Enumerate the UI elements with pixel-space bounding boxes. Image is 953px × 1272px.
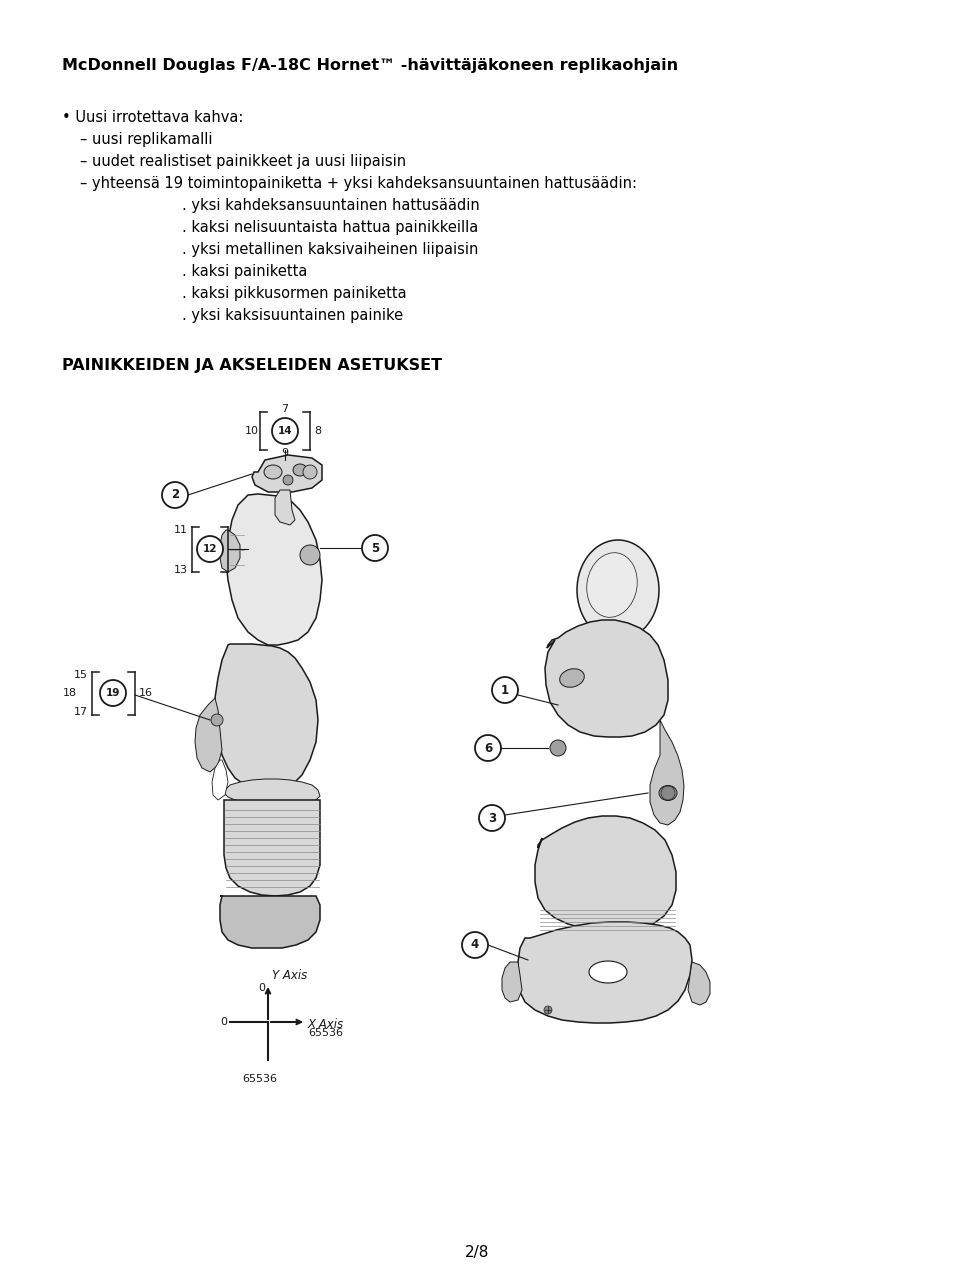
Text: . kaksi painiketta: . kaksi painiketta: [182, 265, 307, 279]
Text: 14: 14: [277, 426, 292, 436]
Text: 0: 0: [257, 983, 265, 993]
Circle shape: [543, 1006, 552, 1014]
Circle shape: [272, 418, 297, 444]
Text: 7: 7: [281, 404, 288, 413]
Text: . kaksi pikkusormen painiketta: . kaksi pikkusormen painiketta: [182, 286, 406, 301]
Polygon shape: [212, 759, 228, 800]
Ellipse shape: [586, 553, 637, 617]
Polygon shape: [224, 778, 319, 806]
Ellipse shape: [264, 466, 282, 480]
Polygon shape: [252, 455, 322, 492]
Circle shape: [299, 544, 319, 565]
Text: 0: 0: [220, 1018, 227, 1027]
Polygon shape: [544, 619, 667, 736]
Ellipse shape: [659, 786, 677, 800]
Text: 65536: 65536: [242, 1074, 277, 1084]
Circle shape: [303, 466, 316, 480]
Circle shape: [211, 714, 223, 726]
Text: . yksi kaksisuuntainen painike: . yksi kaksisuuntainen painike: [182, 308, 403, 323]
Polygon shape: [274, 490, 294, 525]
Text: 13: 13: [173, 565, 188, 575]
Polygon shape: [224, 800, 319, 895]
Ellipse shape: [588, 962, 626, 983]
Circle shape: [550, 740, 565, 756]
Text: . yksi metallinen kaksivaiheinen liipaisin: . yksi metallinen kaksivaiheinen liipais…: [182, 242, 477, 257]
Text: 5: 5: [371, 542, 378, 555]
Text: 8: 8: [314, 426, 321, 436]
Text: 2: 2: [171, 488, 179, 501]
Text: 65536: 65536: [308, 1028, 343, 1038]
Text: 12: 12: [203, 544, 217, 555]
Text: 10: 10: [245, 426, 258, 436]
Polygon shape: [220, 895, 319, 948]
Circle shape: [196, 536, 223, 562]
Text: 15: 15: [74, 670, 88, 681]
Circle shape: [162, 482, 188, 508]
Polygon shape: [194, 698, 222, 772]
Text: 9: 9: [281, 448, 288, 458]
Text: McDonnell Douglas F/A-18C Hornet™ -hävittäjäkoneen replikaohjain: McDonnell Douglas F/A-18C Hornet™ -hävit…: [62, 59, 678, 73]
Text: 6: 6: [483, 742, 492, 754]
Text: 11: 11: [173, 525, 188, 536]
Text: 17: 17: [73, 707, 88, 717]
Text: . yksi kahdeksansuuntainen hattusäädin: . yksi kahdeksansuuntainen hattusäädin: [182, 198, 479, 212]
Text: PAINIKKEIDEN JA AKSELEIDEN ASETUKSET: PAINIKKEIDEN JA AKSELEIDEN ASETUKSET: [62, 357, 441, 373]
Text: 18: 18: [63, 688, 77, 698]
Ellipse shape: [559, 669, 583, 687]
Ellipse shape: [577, 541, 659, 640]
Ellipse shape: [293, 464, 307, 476]
Text: • Uusi irrotettava kahva:: • Uusi irrotettava kahva:: [62, 109, 243, 125]
Text: Y Axis: Y Axis: [272, 969, 307, 982]
Text: 16: 16: [139, 688, 152, 698]
Text: X Axis: X Axis: [308, 1018, 344, 1032]
Text: – uudet realistiset painikkeet ja uusi liipaisin: – uudet realistiset painikkeet ja uusi l…: [80, 154, 406, 169]
Polygon shape: [649, 720, 683, 826]
Circle shape: [492, 677, 517, 703]
Text: 3: 3: [487, 812, 496, 824]
Polygon shape: [501, 962, 521, 1002]
Circle shape: [660, 786, 675, 800]
Polygon shape: [517, 922, 691, 1023]
Text: – uusi replikamalli: – uusi replikamalli: [80, 132, 213, 148]
Circle shape: [283, 474, 293, 485]
Polygon shape: [687, 962, 709, 1005]
Polygon shape: [220, 530, 240, 572]
Text: 19: 19: [106, 688, 120, 698]
Circle shape: [461, 932, 488, 958]
Polygon shape: [214, 644, 317, 792]
Text: 1: 1: [500, 683, 509, 697]
Circle shape: [100, 681, 126, 706]
Polygon shape: [226, 494, 322, 645]
Text: 2/8: 2/8: [464, 1245, 489, 1261]
Text: – yhteensä 19 toimintopainiketta + yksi kahdeksansuuntainen hattusäädin:: – yhteensä 19 toimintopainiketta + yksi …: [80, 176, 637, 191]
Text: . kaksi nelisuuntaista hattua painikkeilla: . kaksi nelisuuntaista hattua painikkeil…: [182, 220, 477, 235]
Circle shape: [475, 735, 500, 761]
Circle shape: [361, 536, 388, 561]
Circle shape: [478, 805, 504, 831]
Polygon shape: [535, 817, 676, 930]
Text: 4: 4: [471, 939, 478, 951]
